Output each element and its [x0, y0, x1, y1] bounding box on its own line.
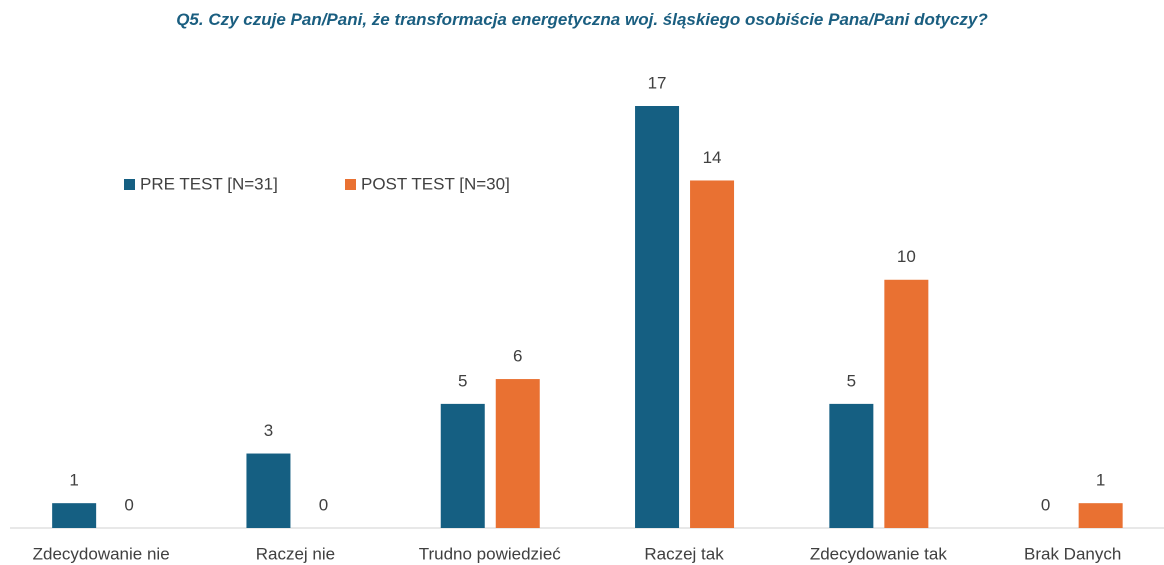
legend-label: POST TEST [N=30]: [361, 174, 510, 193]
bar: [690, 180, 735, 528]
bar: [884, 279, 929, 528]
data-label: 0: [1041, 495, 1050, 514]
x-tick-label: Raczej tak: [644, 544, 724, 563]
data-label: 10: [897, 247, 916, 266]
x-tick-label: Trudno powiedzieć: [419, 544, 562, 563]
x-tick-label: Zdecydowanie tak: [810, 544, 948, 563]
legend-swatch: [124, 179, 135, 190]
bar: [495, 379, 540, 528]
data-label: 6: [513, 347, 522, 366]
x-tick-label: Brak Danych: [1024, 544, 1121, 563]
data-label: 5: [458, 371, 467, 390]
data-label: 1: [1096, 471, 1105, 490]
data-label: 0: [124, 495, 133, 514]
data-label: 0: [319, 495, 328, 514]
chart-title: Q5. Czy czuje Pan/Pani, że transformacja…: [176, 10, 988, 29]
bar: [1078, 503, 1123, 528]
bar: [440, 403, 485, 528]
bar: [246, 453, 291, 528]
legend-label: PRE TEST [N=31]: [140, 174, 278, 193]
bar: [829, 403, 874, 528]
data-label: 14: [703, 148, 722, 167]
legend-swatch: [345, 179, 356, 190]
x-tick-label: Raczej nie: [256, 544, 335, 563]
bar: [635, 106, 680, 528]
data-label: 3: [264, 421, 273, 440]
x-tick-label: Zdecydowanie nie: [33, 544, 170, 563]
data-label: 5: [847, 371, 856, 390]
data-label: 17: [648, 73, 667, 92]
data-label: 1: [69, 471, 78, 490]
bar: [52, 503, 97, 528]
